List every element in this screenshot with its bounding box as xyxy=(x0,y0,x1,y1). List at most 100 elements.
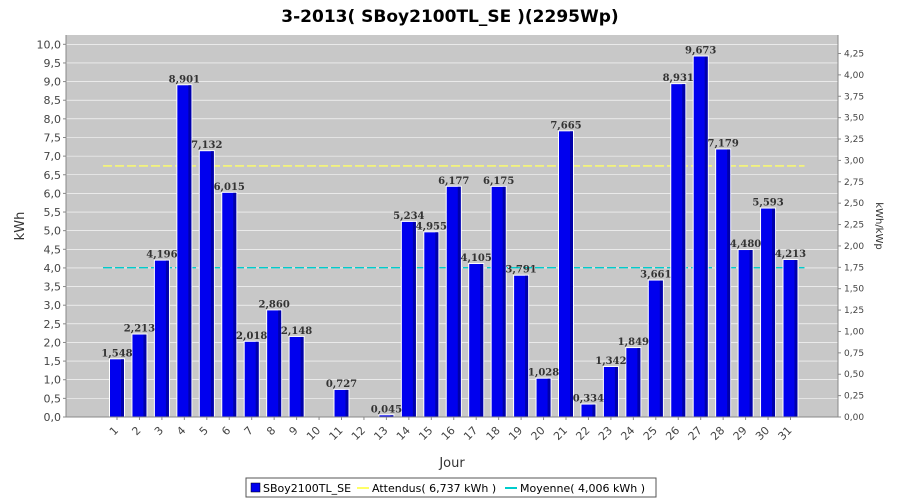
bar-value-label: 6,177 xyxy=(438,176,469,187)
y-tick-label: 1,5 xyxy=(44,355,62,368)
bar-shade xyxy=(233,192,237,417)
bar-shade xyxy=(480,264,484,417)
x-tick-label: 1 xyxy=(107,424,121,438)
bar-shade xyxy=(570,131,573,417)
x-tick-label: 22 xyxy=(573,424,592,443)
y-tick-label: 8,0 xyxy=(44,113,62,126)
bar xyxy=(559,131,573,417)
x-tick-label: 3 xyxy=(152,424,166,438)
bar xyxy=(222,192,237,417)
legend-box xyxy=(245,477,657,498)
bar xyxy=(379,415,394,417)
bar xyxy=(132,334,147,417)
value-labels: 1,548 2,213 4,196 8,901 7,132 6,015 2,018 2,860… xyxy=(101,46,806,416)
bar xyxy=(267,310,282,417)
bar xyxy=(626,348,641,417)
y2-tick-label: 1,75 xyxy=(844,263,864,273)
bar xyxy=(603,366,618,417)
bar-value-label: 6,175 xyxy=(483,176,514,187)
y2-tick-label: 3,00 xyxy=(844,156,864,166)
bar xyxy=(738,250,753,417)
bar-value-label: 0,334 xyxy=(573,394,604,405)
y-tick-label: 9,5 xyxy=(44,57,62,70)
y-tick-label: 2,5 xyxy=(44,318,62,331)
bar-shade xyxy=(300,336,304,417)
chart-title: 3-2013( SBoy2100TL_SE )(2295Wp) xyxy=(281,7,618,27)
bar-shade xyxy=(457,186,461,417)
x-tick-label: 18 xyxy=(484,424,503,443)
x-tick-label: 20 xyxy=(529,424,548,443)
bar-value-label: 1,849 xyxy=(618,337,649,348)
bar-shade xyxy=(143,334,147,417)
bar-value-label: 7,665 xyxy=(550,120,581,131)
y2-tick-label: 0,25 xyxy=(844,392,864,402)
bar xyxy=(671,84,686,418)
bar xyxy=(424,232,439,417)
bar xyxy=(289,336,304,417)
y-axis-label: kWh xyxy=(13,212,28,241)
bar-value-label: 5,234 xyxy=(393,211,424,222)
x-tick-label: 27 xyxy=(686,424,705,443)
bar-shade xyxy=(390,415,394,417)
bar-shade xyxy=(412,221,416,417)
bar-shade xyxy=(749,250,753,417)
y-tick-label: 7,0 xyxy=(44,150,62,163)
bar-shade xyxy=(772,208,776,417)
legend-attendus-label: Attendus( 6,737 kWh ) xyxy=(372,482,496,495)
bar-shade xyxy=(682,84,686,418)
y2-tick-label: 2,50 xyxy=(844,199,864,209)
bar-value-label: 7,132 xyxy=(191,140,222,151)
bar-value-label: 7,179 xyxy=(707,138,738,149)
bar-shade xyxy=(592,404,596,417)
x-tick-label: 11 xyxy=(327,424,346,443)
bar xyxy=(536,378,551,417)
y-tick-label: 4,0 xyxy=(44,262,62,275)
bar-value-label: 8,931 xyxy=(663,73,694,84)
y-tick-label: 0,5 xyxy=(44,392,62,405)
y2-axis-label: kWh/kWp xyxy=(873,202,884,249)
y-tick-label: 4,5 xyxy=(44,243,62,256)
bar xyxy=(401,221,416,417)
y-tick-label: 5,0 xyxy=(44,225,62,238)
x-tick-label: 23 xyxy=(596,424,615,443)
bar-shade xyxy=(614,366,618,417)
legend-bar-swatch xyxy=(250,482,261,493)
x-tick-label: 21 xyxy=(551,424,570,443)
bar xyxy=(514,275,529,417)
x-tick-label: 2 xyxy=(129,424,143,438)
y-tick-label: 3,0 xyxy=(44,299,62,312)
bar-shade xyxy=(659,280,663,417)
bar-value-label: 5,593 xyxy=(752,198,783,209)
x-tick-label: 29 xyxy=(731,424,750,443)
bar xyxy=(581,404,596,417)
bar xyxy=(783,259,798,417)
y2-tick-label: 2,25 xyxy=(844,221,864,231)
bar-value-label: 1,028 xyxy=(528,368,559,379)
x-tick-label: 19 xyxy=(506,424,525,443)
bar xyxy=(110,359,124,417)
bars xyxy=(109,55,799,418)
y2-tick-label: 0,50 xyxy=(844,370,864,380)
x-tick-label: 5 xyxy=(197,424,211,438)
bar-shade xyxy=(704,56,708,417)
x-tick-label: 16 xyxy=(439,424,458,443)
x-tick-label: 13 xyxy=(371,424,390,443)
y-tick-label: 10,0 xyxy=(37,38,62,51)
y-tick-label: 7,5 xyxy=(44,131,62,144)
bar-value-label: 4,196 xyxy=(146,250,177,261)
bar xyxy=(244,341,259,417)
y-tick-label: 6,0 xyxy=(44,187,62,200)
y-tick-label: 1,0 xyxy=(44,374,62,387)
bar xyxy=(469,264,484,417)
y2-tick-label: 3,25 xyxy=(844,135,864,145)
bar-shade xyxy=(121,359,124,417)
bar-value-label: 2,018 xyxy=(236,331,267,342)
x-tick-label: 25 xyxy=(641,424,660,443)
bar xyxy=(716,149,731,417)
bar-shade xyxy=(637,348,641,417)
bar-shade xyxy=(794,259,798,417)
bar-shade xyxy=(525,275,529,417)
legend-series-label: SBoy2100TL_SE xyxy=(263,482,351,495)
bar-value-label: 4,480 xyxy=(730,239,761,250)
bar-value-label: 1,342 xyxy=(595,356,626,367)
